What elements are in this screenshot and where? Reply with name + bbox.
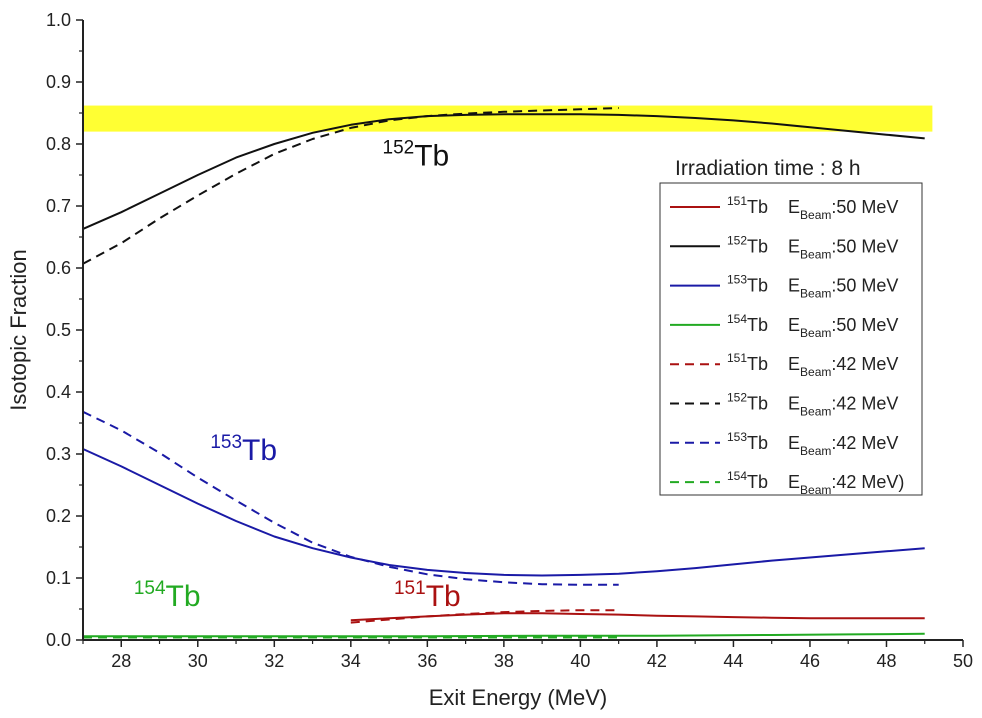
y-tick-label: 0.5 (46, 320, 71, 340)
legend-entry-7: 154Tb EBeam:42 MeV) (727, 469, 904, 497)
x-tick-label: 46 (800, 651, 820, 671)
x-tick-label: 34 (341, 651, 361, 671)
y-tick-label: 0.9 (46, 72, 71, 92)
legend-title: Irradiation time : 8 h (675, 157, 861, 180)
x-tick-label: 40 (570, 651, 590, 671)
legend-entry-5: 152Tb EBeam:42 MeV (727, 391, 898, 419)
x-tick-label: 44 (723, 651, 743, 671)
x-tick-label: 48 (876, 651, 896, 671)
annotation-154tb: 154Tb (134, 578, 201, 613)
series-line-1 (82, 113, 925, 230)
y-tick-label: 0.8 (46, 134, 71, 154)
legend-entry-3: 154Tb EBeam:50 MeV (727, 312, 898, 340)
series-line-3 (83, 632, 925, 638)
legend-entry-1: 152Tb EBeam:50 MeV (727, 233, 898, 261)
y-tick-label: 0.4 (46, 382, 71, 402)
series-line-6 (82, 410, 619, 586)
legend-entry-0: 151Tb EBeam:50 MeV (727, 194, 898, 222)
x-tick-label: 38 (494, 651, 514, 671)
x-tick-label: 36 (417, 651, 437, 671)
legend-entry-2: 153Tb EBeam:50 MeV (727, 273, 898, 301)
x-tick-label: 50 (953, 651, 973, 671)
legend-entry-6: 153Tb EBeam:42 MeV (727, 430, 898, 458)
annotation-151tb: 151Tb (394, 578, 461, 613)
x-axis-title: Exit Energy (MeV) (429, 685, 608, 710)
x-tick-label: 42 (647, 651, 667, 671)
series-line-0 (350, 612, 925, 622)
y-tick-label: 0.6 (46, 258, 71, 278)
annotation-153tb: 153Tb (210, 432, 277, 467)
y-tick-label: 0.0 (46, 630, 71, 650)
y-tick-label: 0.3 (46, 444, 71, 464)
x-tick-label: 32 (264, 651, 284, 671)
series-line-2 (82, 448, 925, 577)
y-tick-label: 0.7 (46, 196, 71, 216)
x-tick-label: 28 (111, 651, 131, 671)
y-tick-label: 0.1 (46, 568, 71, 588)
y-tick-label: 1.0 (46, 10, 71, 30)
annotation-152tb: 152Tb (383, 138, 450, 173)
y-axis-title: Isotopic Fraction (6, 249, 31, 410)
highlight-band (83, 105, 933, 132)
y-tick-label: 0.2 (46, 506, 71, 526)
series-line-4 (350, 609, 619, 624)
x-tick-label: 30 (188, 651, 208, 671)
legend-entry-4: 151Tb EBeam:42 MeV (727, 351, 898, 379)
series-line-5 (82, 107, 619, 265)
